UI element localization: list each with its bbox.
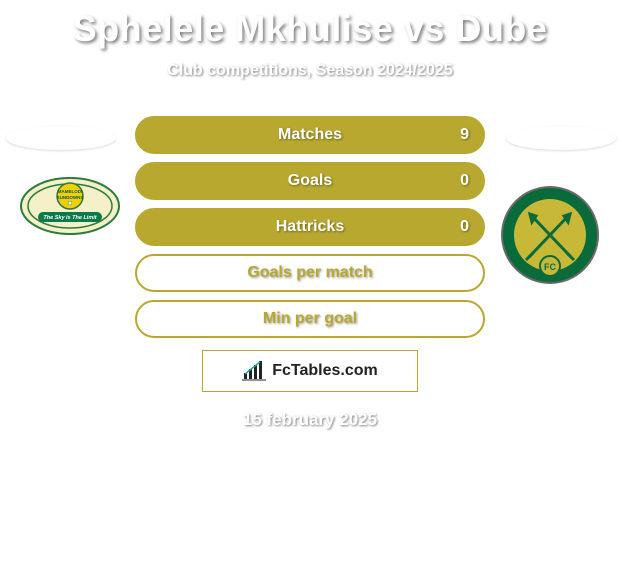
stat-label: Matches [278, 126, 342, 144]
stat-row-hattricks: Hattricks 0 [135, 208, 485, 246]
date-text: 15 february 2025 [0, 410, 620, 430]
stat-label: Hattricks [276, 218, 344, 236]
stat-label: Goals per match [247, 264, 372, 282]
stat-value: 0 [460, 172, 469, 190]
stat-value: 0 [460, 218, 469, 236]
stat-label: Goals [288, 172, 332, 190]
stats-container: Matches 9 Goals 0 Hattricks 0 Goals per … [0, 116, 620, 430]
subtitle: Club competitions, Season 2024/2025 [0, 62, 620, 80]
stat-row-min-per-goal: Min per goal [135, 300, 485, 338]
page-title: Sphelele Mkhulise vs Dube [0, 0, 620, 50]
bar-chart-icon [242, 361, 266, 381]
stat-label: Min per goal [263, 310, 357, 328]
stat-row-goals: Goals 0 [135, 162, 485, 200]
stat-row-goals-per-match: Goals per match [135, 254, 485, 292]
stat-row-matches: Matches 9 [135, 116, 485, 154]
brand-box: FcTables.com [202, 350, 418, 392]
stat-value: 9 [460, 126, 469, 144]
brand-text: FcTables.com [272, 362, 378, 380]
